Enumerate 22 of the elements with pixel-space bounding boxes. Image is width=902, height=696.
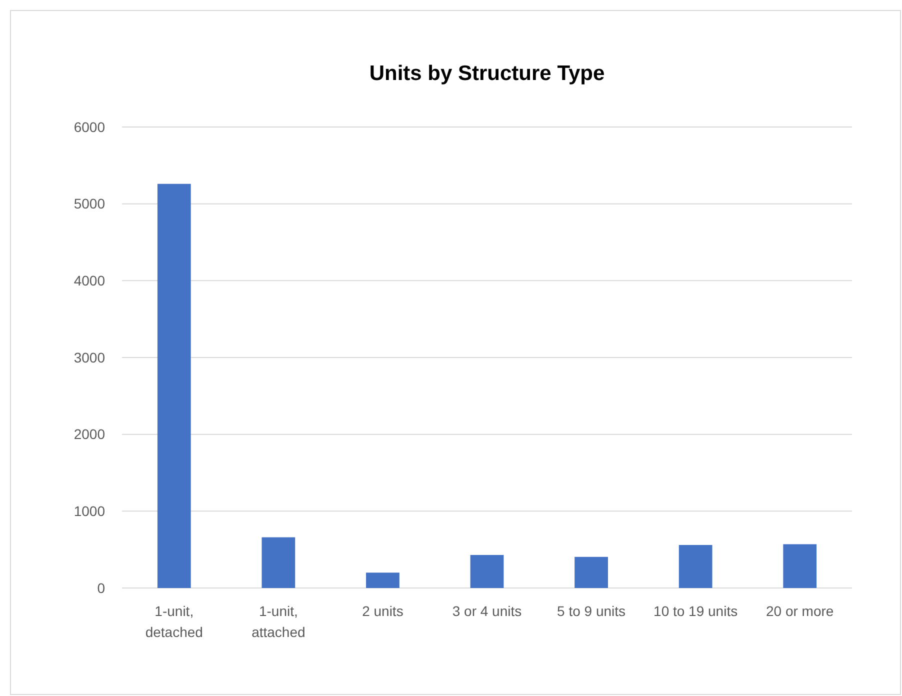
x-tick-label: 1-unit, attached — [252, 603, 306, 640]
bar — [574, 556, 608, 588]
y-tick-label: 3000 — [74, 349, 106, 366]
chart-title: Units by Structure Type — [369, 62, 605, 85]
x-tick-label: 1-unit, detached — [145, 603, 203, 640]
x-tick-label: 3 or 4 units — [452, 603, 522, 619]
bar — [470, 554, 504, 588]
bar — [678, 544, 712, 588]
y-tick-label: 0 — [97, 580, 106, 596]
bar — [262, 537, 296, 588]
x-tick-label: 2 units — [362, 603, 404, 619]
y-tick-label: 4000 — [74, 272, 106, 289]
y-tick-label: 6000 — [74, 118, 106, 135]
bar — [157, 184, 191, 588]
bar — [783, 544, 817, 588]
bar — [366, 572, 400, 588]
x-tick-label: 5 to 9 units — [557, 603, 626, 619]
x-tick-label: 20 or more — [766, 603, 834, 619]
x-tick-label: 10 to 19 units — [654, 603, 738, 619]
y-tick-label: 5000 — [74, 196, 106, 212]
y-tick-label: 2000 — [74, 426, 106, 442]
y-tick-label: 1000 — [74, 503, 106, 520]
